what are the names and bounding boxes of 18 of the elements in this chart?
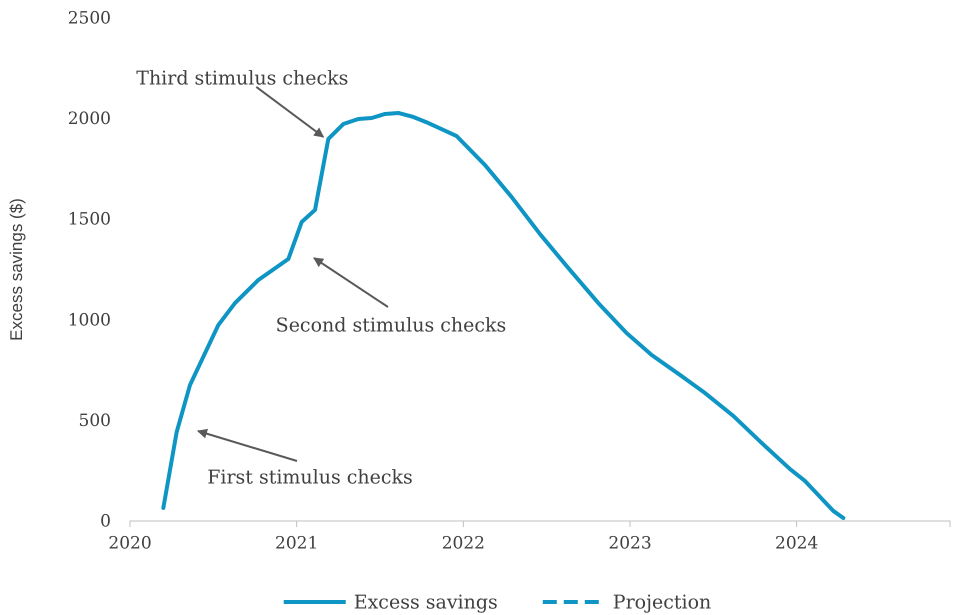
annotation: First stimulus checks	[207, 466, 413, 489]
y-tick-label: 500	[78, 410, 111, 431]
y-tick-label: 0	[100, 511, 111, 532]
x-tick-label: 2022	[442, 534, 485, 554]
annotation: Third stimulus checks	[136, 68, 348, 90]
x-tick-label: 2023	[608, 534, 652, 554]
y-tick-label: 2000	[68, 109, 111, 130]
y-axis-title: Excess savings ($)	[7, 198, 26, 341]
y-tick-label: 2500	[68, 8, 111, 28]
y-tick-label: 1000	[68, 310, 111, 330]
y-tick-label: 1500	[68, 210, 111, 230]
annotation: Second stimulus checks	[276, 314, 506, 337]
x-tick-label: 2020	[108, 534, 152, 554]
x-tick-label: 2024	[775, 534, 818, 554]
line-series	[161, 110, 846, 520]
legend-label: Excess savings	[354, 592, 498, 614]
x-tick-label: 2021	[275, 534, 318, 554]
legend-label: Projection	[612, 592, 712, 614]
